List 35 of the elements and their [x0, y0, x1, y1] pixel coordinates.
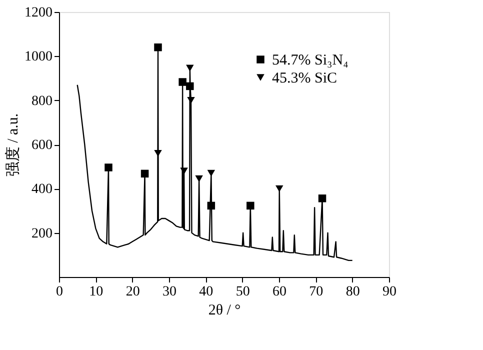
point [275, 185, 284, 192]
point [207, 202, 216, 210]
point [180, 168, 188, 174]
legend-label: 45.3% SiC [272, 70, 338, 86]
point [318, 194, 326, 202]
y-tick-label: 400 [32, 182, 52, 198]
x-tick-label: 30 [162, 284, 176, 300]
x-tick-label: 50 [236, 284, 250, 300]
point [207, 170, 216, 177]
y-axis-title: 强度 / a.u. [4, 113, 22, 177]
x-tick-label: 10 [89, 284, 104, 300]
point [195, 175, 203, 182]
point [154, 43, 162, 52]
y-tick-label: 1200 [24, 6, 52, 20]
x-tick-label: 40 [199, 284, 214, 300]
legend-label: 54.7% Si₃N₄ [272, 52, 348, 68]
y-tick-label: 800 [32, 94, 52, 109]
x-axis-title: 2θ / ° [208, 302, 241, 318]
point [140, 170, 149, 178]
point [186, 82, 194, 90]
point [186, 64, 194, 72]
point [178, 78, 186, 86]
x-tick-label: 60 [272, 284, 286, 300]
y-tick-label: 1000 [24, 50, 52, 65]
x-tick-label: 70 [309, 284, 324, 300]
x-tick-label: 0 [56, 284, 63, 300]
y-tick-label: 600 [32, 138, 52, 153]
y-tick-label: 200 [32, 226, 52, 242]
x-tick-label: 80 [346, 284, 360, 300]
point [154, 150, 162, 157]
x-tick-label: 20 [126, 284, 140, 300]
x-tick-label: 90 [382, 284, 396, 300]
point [104, 164, 112, 172]
point [246, 202, 254, 210]
point [187, 96, 195, 104]
